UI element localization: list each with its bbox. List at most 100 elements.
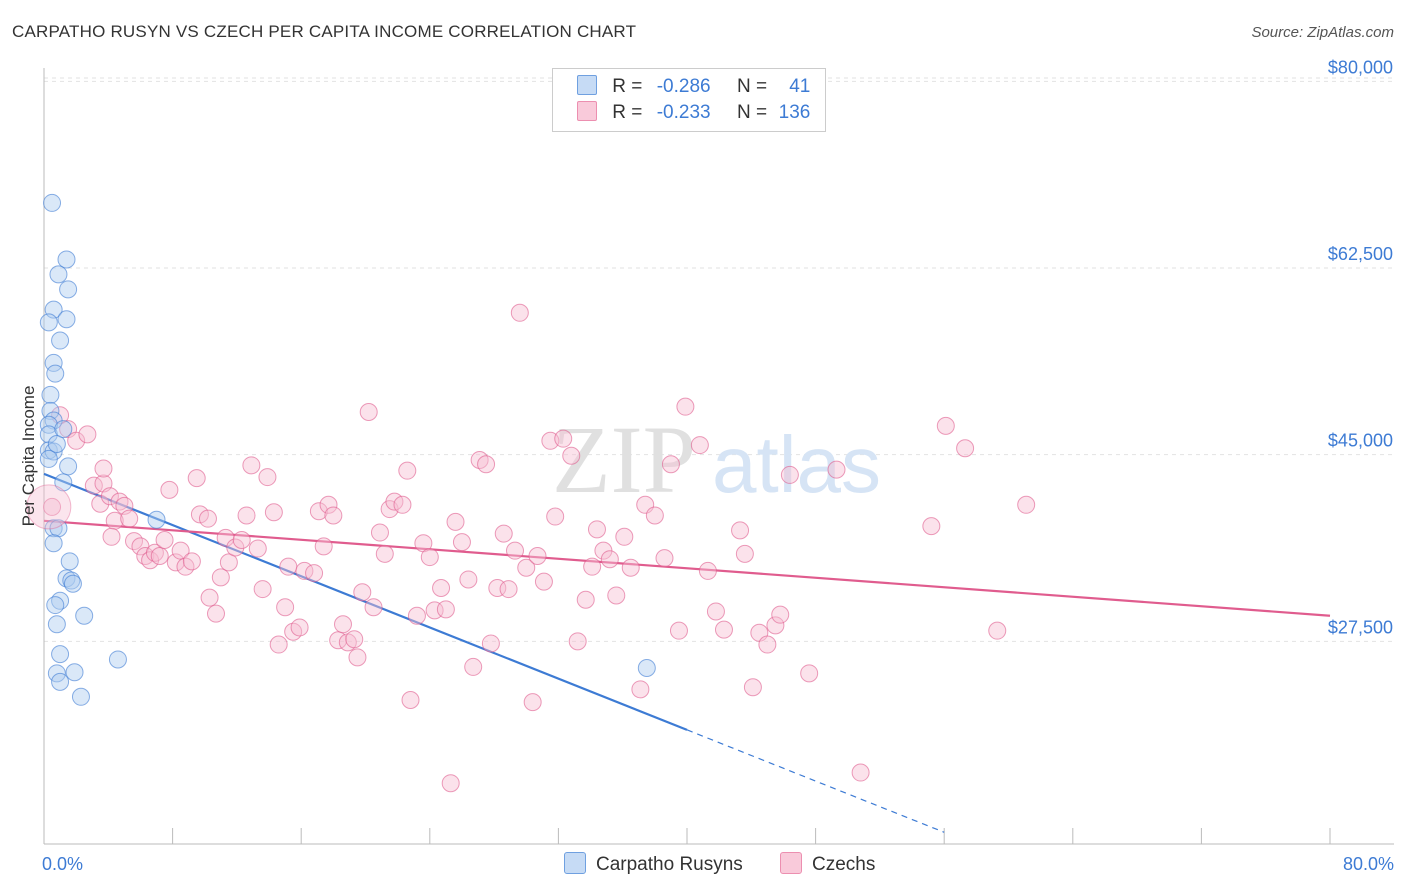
data-point — [669, 621, 688, 640]
data-point — [446, 512, 465, 531]
data-point — [576, 590, 595, 609]
data-point — [645, 506, 664, 525]
data-point — [499, 580, 518, 599]
data-point — [655, 549, 674, 568]
data-point — [216, 528, 235, 547]
data-point — [75, 606, 94, 625]
data-point — [47, 615, 66, 634]
data-point — [637, 659, 656, 677]
data-point — [631, 680, 650, 699]
data-point — [600, 550, 619, 569]
data-point — [407, 606, 426, 625]
data-point — [922, 517, 941, 536]
data-point — [39, 313, 58, 332]
data-point — [190, 505, 209, 524]
data-point — [145, 543, 164, 562]
data-point — [758, 635, 777, 654]
data-point — [39, 449, 58, 468]
legend-r-value: -0.286 — [656, 76, 711, 97]
legend-swatch-czechs — [577, 101, 597, 121]
data-point — [46, 364, 65, 383]
data-point — [219, 553, 238, 572]
data-point — [534, 572, 553, 591]
data-point — [59, 457, 78, 476]
data-point — [54, 473, 73, 492]
data-point — [305, 564, 324, 583]
data-point — [108, 650, 127, 669]
data-point — [147, 510, 166, 529]
data-point — [59, 280, 78, 299]
data-point — [420, 548, 439, 567]
data-point — [735, 544, 754, 563]
legend-r-label: R = — [612, 102, 643, 123]
data-point — [587, 520, 606, 539]
data-point — [324, 506, 343, 525]
data-point — [67, 431, 86, 450]
data-point — [44, 519, 63, 538]
bottom-legend-czechs: Czechs — [780, 852, 875, 876]
data-point — [393, 495, 412, 514]
data-point — [54, 420, 73, 439]
data-point — [348, 648, 367, 667]
data-point — [568, 632, 587, 651]
data-point — [375, 544, 394, 563]
legend-n-label: N = — [736, 102, 768, 123]
data-point — [279, 557, 298, 576]
data-point — [62, 571, 81, 590]
data-point — [827, 460, 846, 479]
data-point — [353, 583, 372, 602]
y-tick-label: $80,000 — [1328, 57, 1393, 77]
data-point — [676, 397, 695, 416]
data-point — [63, 574, 82, 593]
data-point — [441, 774, 460, 793]
data-point — [988, 621, 1007, 640]
data-point — [452, 533, 471, 552]
data-point — [528, 547, 547, 565]
data-point — [47, 435, 66, 453]
data-point — [364, 598, 383, 617]
data-point — [91, 494, 110, 513]
data-point — [264, 503, 283, 522]
data-point — [459, 570, 478, 589]
data-point — [269, 635, 288, 654]
legend-row-rusyns: R = -0.286 N = 41 — [577, 75, 810, 101]
data-point — [207, 604, 226, 623]
grid-lines — [44, 77, 1394, 642]
data-point — [57, 310, 76, 329]
trend-lines — [43, 472, 1331, 833]
y-tick-labels: $27,500 $45,000 $62,500 $80,000 — [1328, 57, 1393, 637]
data-point — [743, 678, 762, 697]
data-point — [345, 630, 364, 649]
bottom-legend-label-rusyns: Carpatho Rusyns — [596, 854, 743, 875]
data-point — [78, 425, 97, 444]
data-point — [51, 331, 70, 350]
data-point — [607, 586, 626, 605]
data-point — [276, 598, 295, 617]
data-point — [690, 436, 709, 455]
data-point — [432, 579, 451, 597]
bottom-legend-rusyns: Carpatho Rusyns — [564, 852, 743, 876]
data-point — [46, 596, 65, 615]
data-point — [211, 568, 230, 587]
watermark-atlas: atlas — [712, 420, 881, 509]
data-point — [314, 537, 333, 556]
data-point — [800, 664, 819, 683]
x-tick-label-max: 80.0% — [1343, 854, 1394, 874]
data-point — [477, 455, 496, 474]
data-point — [57, 250, 76, 269]
data-point — [187, 469, 206, 488]
legend-swatch-rusyns — [577, 75, 597, 95]
data-point — [436, 600, 455, 619]
data-point — [766, 616, 785, 635]
data-point — [60, 552, 79, 571]
data-point — [517, 558, 536, 577]
axes — [43, 68, 1394, 845]
data-point — [523, 693, 542, 712]
data-point — [166, 553, 185, 572]
bottom-legend-label-czechs: Czechs — [812, 854, 876, 875]
trend-line — [43, 472, 688, 731]
data-point — [51, 672, 70, 691]
data-point — [44, 534, 63, 553]
data-point — [714, 620, 733, 639]
